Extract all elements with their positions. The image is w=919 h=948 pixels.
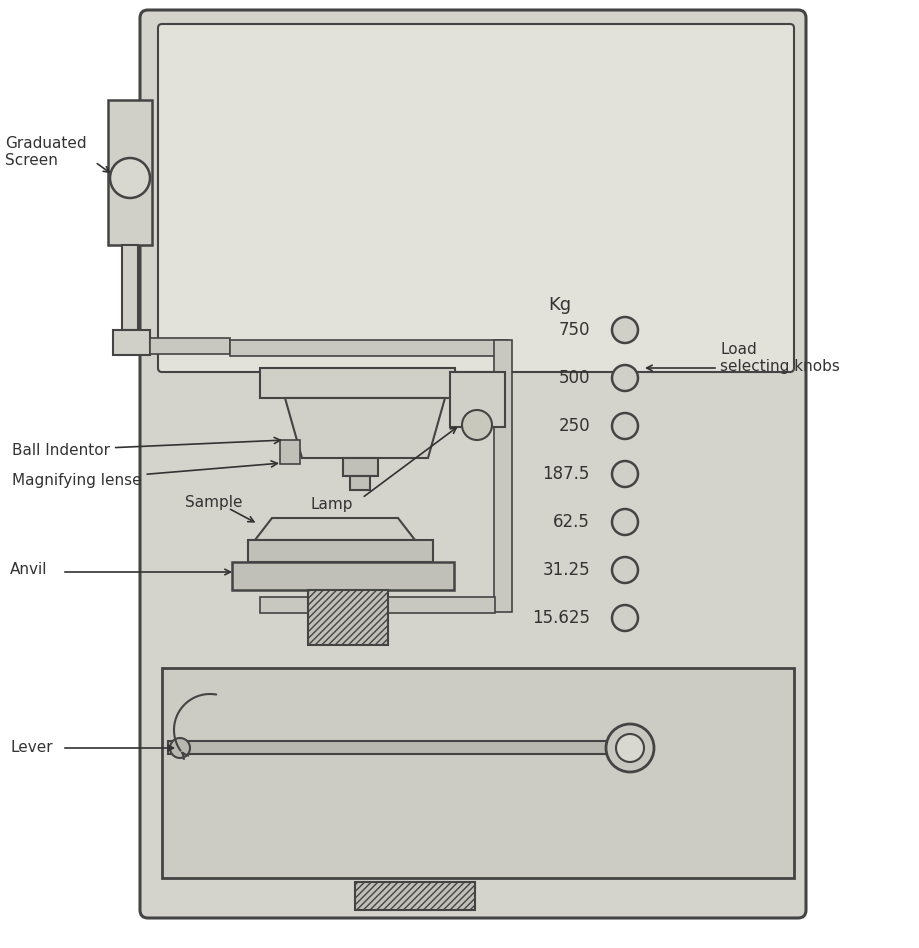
Circle shape xyxy=(612,365,638,391)
Bar xyxy=(350,476,370,490)
Text: Anvil: Anvil xyxy=(10,562,48,577)
Text: Graduated
Screen: Graduated Screen xyxy=(5,136,86,168)
Text: Ball Indentor: Ball Indentor xyxy=(12,437,280,458)
Text: Lever: Lever xyxy=(10,740,52,756)
Circle shape xyxy=(616,734,644,762)
Bar xyxy=(450,372,505,427)
Polygon shape xyxy=(285,398,445,458)
Bar xyxy=(260,597,495,613)
Circle shape xyxy=(612,317,638,343)
Text: Lamp: Lamp xyxy=(310,498,353,513)
FancyBboxPatch shape xyxy=(140,10,806,918)
Bar xyxy=(168,741,630,754)
FancyBboxPatch shape xyxy=(158,24,794,372)
Circle shape xyxy=(612,413,638,439)
Bar xyxy=(150,338,230,354)
Circle shape xyxy=(110,158,150,198)
Bar xyxy=(343,458,378,476)
Polygon shape xyxy=(255,518,415,540)
Circle shape xyxy=(612,509,638,535)
Circle shape xyxy=(612,605,638,631)
Bar xyxy=(108,100,152,245)
Circle shape xyxy=(170,738,190,758)
Bar xyxy=(122,245,138,330)
Bar xyxy=(162,668,794,878)
Text: Sample: Sample xyxy=(185,495,243,509)
Text: 15.625: 15.625 xyxy=(532,609,590,627)
Text: 187.5: 187.5 xyxy=(542,465,590,483)
Bar xyxy=(232,562,454,590)
Text: Kg: Kg xyxy=(548,296,571,314)
Circle shape xyxy=(462,410,492,440)
Text: Load
selecting knobs: Load selecting knobs xyxy=(720,342,840,374)
Bar xyxy=(494,340,512,612)
Bar xyxy=(280,440,300,464)
Text: 500: 500 xyxy=(559,369,590,387)
Text: 750: 750 xyxy=(559,321,590,339)
Circle shape xyxy=(606,724,654,772)
Bar xyxy=(230,340,508,356)
Text: 62.5: 62.5 xyxy=(553,513,590,531)
Text: Magnifying lense: Magnifying lense xyxy=(12,461,278,487)
Circle shape xyxy=(612,557,638,583)
Text: 31.25: 31.25 xyxy=(542,561,590,579)
Bar xyxy=(355,882,475,910)
Circle shape xyxy=(612,461,638,487)
Bar xyxy=(260,368,455,398)
Bar xyxy=(113,330,150,355)
Bar xyxy=(248,540,433,562)
Bar xyxy=(308,590,388,645)
Text: 250: 250 xyxy=(559,417,590,435)
